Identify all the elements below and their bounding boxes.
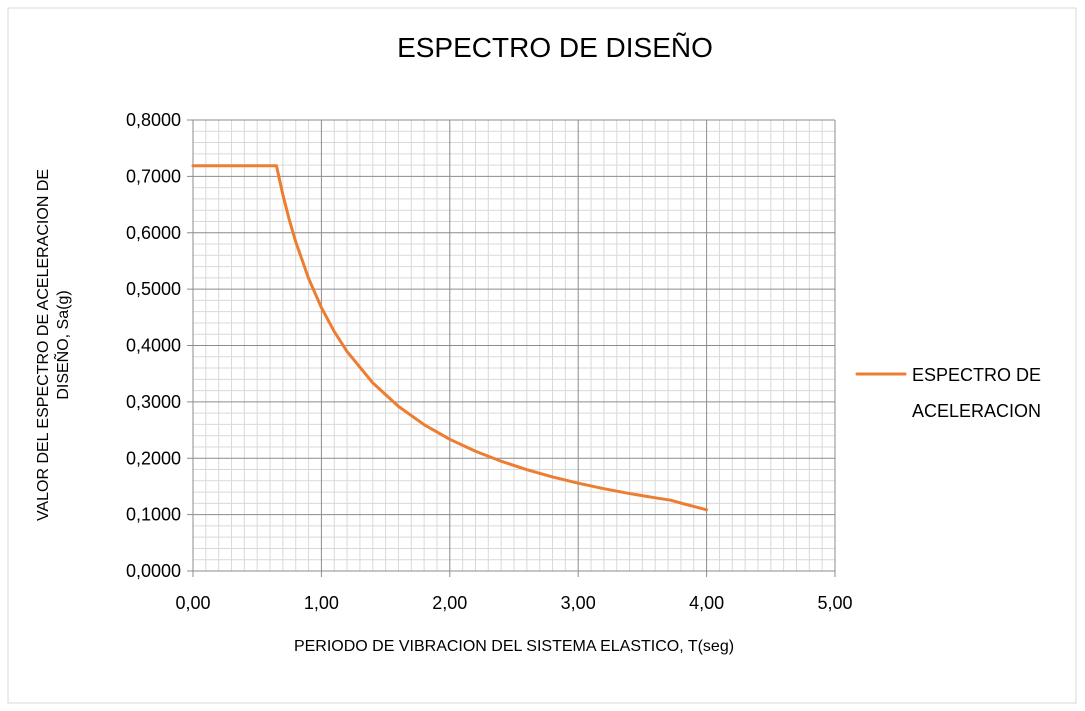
y-tick-labels: 0,0000 0,1000 0,2000 0,3000 0,4000 0,5000 0,60… <box>126 110 181 581</box>
y-tick-label: 0,5000 <box>126 279 181 299</box>
y-tick-label: 0,1000 <box>126 505 181 525</box>
y-tick-label: 0,0000 <box>126 561 181 581</box>
y-tick-label: 0,3000 <box>126 392 181 412</box>
legend-label-line1: ESPECTRO DE <box>912 365 1041 385</box>
y-tick-label: 0,4000 <box>126 336 181 356</box>
x-tick-label: 3,00 <box>561 593 596 613</box>
x-tick-label: 2,00 <box>432 593 467 613</box>
chart-title: ESPECTRO DE DISEÑO <box>397 32 713 63</box>
legend-label-line2: ACELERACION <box>912 401 1041 421</box>
y-tick-label: 0,6000 <box>126 223 181 243</box>
y-tick-label: 0,7000 <box>126 166 181 186</box>
axes <box>187 119 836 577</box>
series-line-espectro-de-aceleracion <box>191 164 709 512</box>
y-tick-label: 0,8000 <box>126 110 181 130</box>
x-tick-label: 4,00 <box>689 593 724 613</box>
x-tick-labels: 0,00 1,00 2,00 3,00 4,00 5,00 <box>175 593 852 613</box>
series-layer <box>191 164 709 512</box>
x-tick-label: 1,00 <box>304 593 339 613</box>
y-axis-title-line2: DISEÑO, Sa(g) <box>52 290 72 399</box>
legend: ESPECTRO DE ACELERACION <box>855 365 1041 421</box>
major-gridlines <box>193 119 836 571</box>
x-tick-label: 5,00 <box>817 593 852 613</box>
x-axis-title: PERIODO DE VIBRACION DEL SISTEMA ELASTIC… <box>294 638 734 655</box>
y-tick-label: 0,2000 <box>126 448 181 468</box>
x-tick-label: 0,00 <box>175 593 210 613</box>
chart-area-border <box>7 7 1077 704</box>
y-axis-title-line1: VALOR DEL ESPECTRO DE ACELERACION DE <box>35 169 52 521</box>
y-axis-title: VALOR DEL ESPECTRO DE ACELERACION DE DIS… <box>35 169 72 521</box>
